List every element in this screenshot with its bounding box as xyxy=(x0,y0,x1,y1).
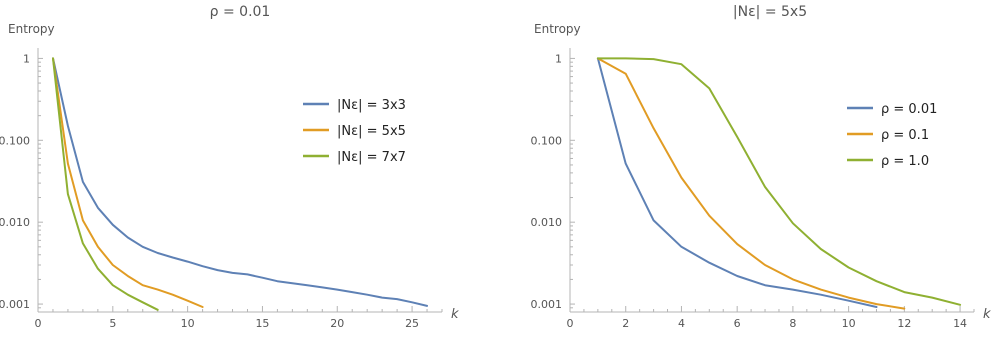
x-axis-label: k xyxy=(983,307,991,322)
series-line-1 xyxy=(52,57,428,307)
x-tick-label: 6 xyxy=(734,317,741,330)
legend-label: ρ = 0.01 xyxy=(881,102,937,117)
x-axis-label: k xyxy=(451,307,459,322)
x-tick-label: 15 xyxy=(255,317,269,330)
x-tick-label: 12 xyxy=(897,317,911,330)
legend-label: |Nε| = 5x5 xyxy=(337,124,406,139)
chart-panel-2: |Nε| = 5x5 Entropy k 1 0.100 0.010 0.001 0 2 4 6 8 1… xyxy=(531,4,992,330)
x-tick-label: 25 xyxy=(405,317,419,330)
legend-label: ρ = 0.1 xyxy=(881,128,929,143)
x-tick-label: 0 xyxy=(567,317,574,330)
x-tick-label: 2 xyxy=(622,317,629,330)
legend: |Nε| = 3x3 |Nε| = 5x5 |Nε| = 7x7 xyxy=(303,98,406,165)
chart-title: ρ = 0.01 xyxy=(210,4,271,20)
x-tick-label: 14 xyxy=(953,317,967,330)
x-tick-label: 8 xyxy=(789,317,796,330)
x-tick-label: 10 xyxy=(181,317,195,330)
x-tick-label: 0 xyxy=(35,317,42,330)
legend-label: ρ = 1.0 xyxy=(881,154,929,169)
series-line-2 xyxy=(596,57,906,310)
y-tick-label: 0.010 xyxy=(0,216,30,229)
legend: ρ = 0.01 ρ = 0.1 ρ = 1.0 xyxy=(847,102,937,169)
series-line-3 xyxy=(596,57,962,306)
series-line-1 xyxy=(596,57,878,308)
legend-label: |Nε| = 7x7 xyxy=(337,150,406,165)
y-tick-label: 1 xyxy=(555,52,562,65)
y-tick-label: 0.100 xyxy=(0,134,30,147)
chart-panel-1: ρ = 0.01 Entropy k 1 0.100 0.010 0.001 0 5 10 15 20… xyxy=(0,4,459,330)
series-line-3 xyxy=(52,57,159,311)
x-tick-label: 5 xyxy=(109,317,116,330)
y-tick-label: 1 xyxy=(23,52,30,65)
y-tick-label: 0.001 xyxy=(531,298,563,311)
chart-title: |Nε| = 5x5 xyxy=(733,4,807,20)
y-axis-label: Entropy xyxy=(8,22,55,36)
y-tick-label: 0.010 xyxy=(531,216,563,229)
y-tick-label: 0.100 xyxy=(531,134,563,147)
x-tick-label: 20 xyxy=(330,317,344,330)
legend-label: |Nε| = 3x3 xyxy=(337,98,406,113)
series-line-2 xyxy=(52,57,204,308)
x-tick-label: 10 xyxy=(842,317,856,330)
y-axis-label: Entropy xyxy=(534,22,581,36)
x-tick-label: 4 xyxy=(678,317,685,330)
y-tick-label: 0.001 xyxy=(0,298,30,311)
